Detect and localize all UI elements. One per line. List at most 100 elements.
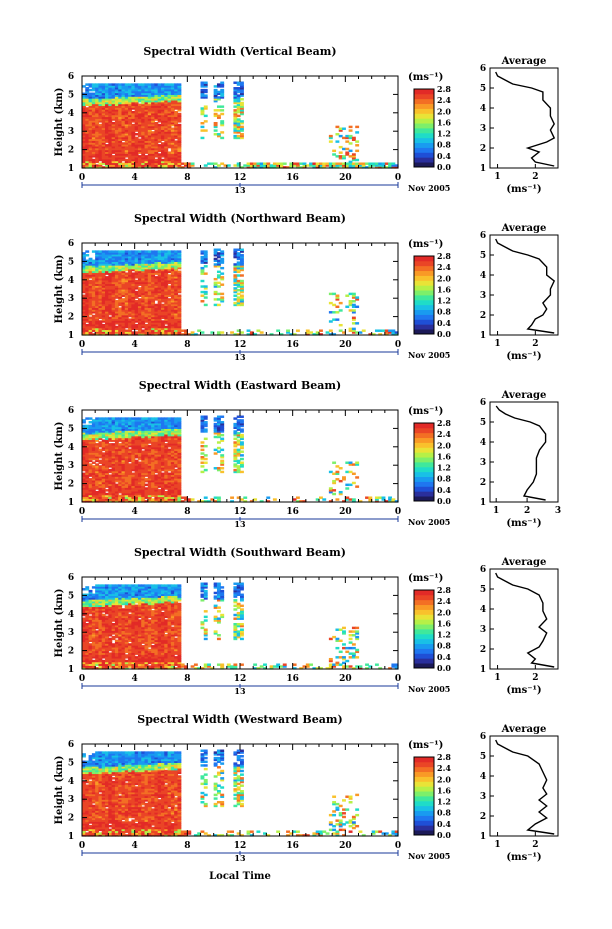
heatmap-cell	[131, 259, 136, 262]
heatmap-cell	[236, 88, 241, 92]
heatmap-cell	[144, 110, 149, 114]
heatmap-cell	[105, 472, 109, 475]
heatmap-cell	[134, 144, 139, 147]
heatmap-cell	[167, 459, 172, 463]
heatmap-cell	[98, 441, 103, 444]
heatmap-cell	[105, 88, 109, 92]
heatmap-cell	[88, 259, 93, 262]
heatmap-cell	[85, 289, 90, 292]
heatmap-cell	[105, 98, 109, 101]
heatmap-cell	[128, 160, 132, 164]
heatmap-cell	[161, 257, 165, 261]
heatmap-cell	[98, 443, 103, 446]
heatmap-cell	[82, 156, 86, 160]
heatmap-cell	[114, 257, 119, 261]
heatmap-cell	[137, 252, 142, 255]
heatmap-cell	[141, 147, 146, 151]
heatmap-cell	[351, 164, 356, 167]
heatmap-cell	[121, 437, 126, 441]
heatmap-cell	[91, 109, 96, 112]
heatmap-cell	[157, 494, 162, 498]
heatmap-cell	[91, 450, 96, 453]
heatmap-cell	[88, 151, 93, 154]
heatmap-cell	[170, 140, 175, 143]
heatmap-cell	[240, 136, 244, 140]
heatmap-cell	[161, 99, 165, 103]
heatmap-cell	[98, 156, 103, 160]
heatmap-cell	[98, 110, 103, 114]
heatmap-cell	[335, 298, 340, 301]
heatmap-cell	[98, 435, 103, 439]
heatmap-cell	[105, 107, 109, 110]
y-tick-label: 5	[68, 257, 74, 267]
heatmap-cell	[85, 467, 90, 470]
heatmap-cell	[233, 92, 238, 95]
heatmap-cell	[157, 134, 162, 138]
heatmap-cell	[91, 446, 96, 450]
heatmap-cell	[157, 472, 162, 475]
heatmap-cell	[384, 329, 389, 332]
heatmap-cell	[131, 140, 136, 143]
heatmap-cell	[174, 145, 179, 149]
heatmap-cell	[118, 472, 123, 475]
heatmap-cell	[200, 85, 205, 88]
heatmap-cell	[118, 446, 123, 450]
heatmap-cell	[276, 329, 281, 332]
heatmap-cell	[147, 498, 152, 501]
heatmap-cell	[161, 463, 165, 466]
heatmap-cell	[147, 255, 152, 259]
heatmap-cell	[118, 312, 123, 316]
heatmap-cell	[124, 498, 129, 501]
heatmap-cell	[88, 312, 93, 316]
heatmap-cell	[134, 101, 139, 105]
heatmap-cell	[85, 166, 90, 169]
heatmap-cell	[348, 164, 353, 167]
heatmap-cell	[394, 333, 399, 336]
heatmap-cell	[98, 470, 103, 474]
heatmap-cell	[88, 110, 93, 114]
heatmap-cell	[151, 156, 156, 160]
heatmap-cell	[177, 155, 182, 158]
heatmap-cell	[240, 287, 244, 290]
heatmap-cell	[167, 421, 172, 424]
heatmap-cell	[134, 164, 139, 167]
heatmap-cell	[246, 329, 251, 332]
heatmap-cell	[98, 136, 103, 140]
heatmap-cell	[128, 274, 132, 277]
heatmap-cell	[144, 323, 149, 327]
heatmap-cell	[220, 81, 225, 84]
heatmap-cell	[157, 433, 162, 437]
heatmap-cell	[82, 268, 86, 272]
colorbar-tick-label: 2.0	[437, 273, 451, 283]
heatmap-cell	[95, 142, 100, 145]
heatmap-cell	[134, 270, 139, 274]
heatmap-cell	[147, 446, 152, 450]
heatmap-cell	[161, 149, 165, 153]
heatmap-cell	[249, 166, 254, 169]
heatmap-cell	[167, 292, 172, 296]
heatmap-cell	[174, 448, 179, 452]
heatmap-cell	[144, 88, 149, 92]
heatmap-cell	[88, 325, 93, 329]
heatmap-cell	[131, 112, 136, 116]
heatmap-cell	[114, 468, 119, 472]
heatmap-cell	[200, 252, 205, 255]
heatmap-cell	[98, 257, 103, 261]
heatmap-cell	[151, 417, 156, 420]
heatmap-cell	[368, 164, 373, 167]
heatmap-cell	[157, 298, 162, 301]
heatmap-cell	[170, 287, 175, 290]
heatmap-cell	[151, 281, 156, 285]
heatmap-cell	[161, 255, 165, 259]
heatmap-cell	[141, 107, 146, 110]
heatmap-cell	[82, 85, 86, 88]
heatmap-cell	[98, 90, 103, 94]
heatmap-cell	[161, 144, 165, 147]
heatmap-cell	[203, 261, 208, 264]
heatmap-cell	[286, 329, 290, 332]
heatmap-cell	[121, 311, 126, 314]
heatmap-cell	[236, 432, 241, 435]
heatmap-cell	[85, 263, 90, 266]
heatmap-cell	[134, 430, 139, 433]
heatmap-cell	[118, 272, 123, 275]
